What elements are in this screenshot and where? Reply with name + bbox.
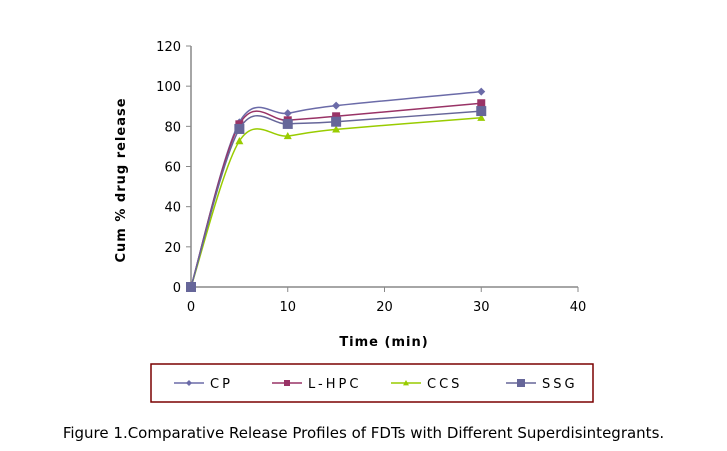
legend-label: SSG bbox=[542, 377, 578, 392]
data-point bbox=[234, 123, 245, 134]
data-point bbox=[282, 118, 293, 129]
data-point bbox=[235, 136, 244, 145]
legend-label: CCS bbox=[427, 377, 462, 392]
series-line bbox=[190, 110, 482, 288]
y-tick-label: 0 bbox=[173, 281, 181, 296]
legend: CP L-HPC CCS SSG bbox=[174, 377, 578, 392]
legend-marker bbox=[517, 379, 525, 387]
data-point bbox=[332, 125, 341, 133]
data-point bbox=[283, 131, 292, 140]
legend-item-ssg: SSG bbox=[506, 377, 578, 392]
legend-item-cp: CP bbox=[174, 377, 233, 392]
x-tick-label: 20 bbox=[376, 300, 393, 315]
legend-item-ccs: CCS bbox=[391, 377, 462, 392]
y-tick-label: 20 bbox=[164, 241, 181, 256]
series-line bbox=[190, 116, 482, 288]
legend-item-l-hpc: L-HPC bbox=[272, 377, 361, 392]
chart-svg: 0 20 40 60 80 100 120 0 10 20 30 40 Time (min) Cum … bbox=[114, 40, 594, 403]
y-tick-label: 100 bbox=[156, 80, 181, 95]
legend-box bbox=[150, 363, 594, 403]
y-tick-label: 120 bbox=[156, 40, 181, 55]
x-axis-label: Time (min) bbox=[339, 335, 428, 350]
data-point bbox=[186, 282, 196, 292]
series-ssg bbox=[186, 106, 487, 292]
legend-marker bbox=[403, 380, 409, 386]
legend-label: L-HPC bbox=[308, 377, 361, 392]
data-point bbox=[332, 101, 341, 110]
data-point bbox=[477, 113, 486, 121]
figure-caption: Figure 1.Comparative Release Profiles of… bbox=[62, 424, 665, 442]
data-point bbox=[283, 109, 292, 118]
legend-marker bbox=[186, 380, 192, 386]
y-tick-label: 80 bbox=[164, 120, 181, 135]
data-point bbox=[477, 99, 486, 108]
legend-label: CP bbox=[210, 377, 233, 392]
x-tick-label: 30 bbox=[473, 300, 490, 315]
data-point bbox=[332, 112, 341, 121]
data-point bbox=[477, 87, 486, 96]
x-tick-label: 10 bbox=[279, 300, 296, 315]
data-point bbox=[331, 116, 342, 127]
legend-marker bbox=[284, 380, 290, 386]
data-point bbox=[476, 106, 487, 117]
x-tick-label: 40 bbox=[570, 300, 587, 315]
y-tick-label: 40 bbox=[164, 201, 181, 216]
y-tick-label: 60 bbox=[164, 161, 181, 176]
y-axis-label: Cum % drug release bbox=[114, 97, 129, 262]
x-tick-label: 0 bbox=[187, 300, 195, 315]
